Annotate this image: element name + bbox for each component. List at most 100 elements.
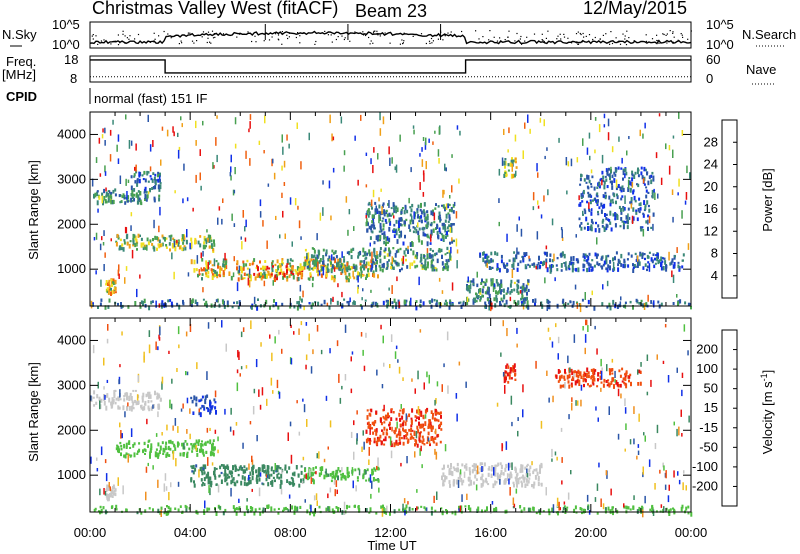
- heatmap-cell: [263, 271, 266, 276]
- noise-cell: [174, 190, 176, 194]
- heatmap-cell: [260, 267, 262, 270]
- heatmap-cell: [535, 511, 538, 515]
- noise-cell: [614, 215, 616, 221]
- heatmap-cell: [560, 385, 563, 388]
- noise-cell: [402, 377, 404, 381]
- heatmap-cell: [416, 208, 419, 211]
- heatmap-cell: [107, 495, 110, 500]
- heatmap-cell: [603, 228, 606, 232]
- noise-cell: [362, 349, 364, 356]
- heatmap-cell: [346, 504, 348, 510]
- heatmap-cell: [402, 422, 404, 427]
- heatmap-cell: [598, 263, 601, 266]
- noise-cell: [617, 433, 620, 440]
- noise-cell: [125, 178, 127, 186]
- noise-search-dot: [489, 30, 491, 32]
- noise-search-dot: [103, 39, 105, 41]
- noise-cell: [595, 406, 597, 411]
- heatmap-cell: [395, 209, 398, 214]
- velocity-colorbar-tick-label: 100: [696, 361, 718, 376]
- noise-cell: [642, 509, 644, 518]
- heatmap-cell: [365, 508, 368, 513]
- heatmap-cell: [219, 465, 222, 470]
- heatmap-cell: [298, 302, 300, 307]
- heatmap-cell: [440, 238, 443, 241]
- heatmap-cell: [420, 262, 423, 267]
- heatmap-cell: [403, 429, 406, 433]
- heatmap-cell: [540, 482, 543, 487]
- heatmap-cell: [687, 512, 690, 515]
- heatmap-cell: [446, 226, 449, 230]
- heatmap-cell: [195, 402, 198, 407]
- noise-search-dot: [677, 39, 679, 41]
- heatmap-cell: [196, 452, 199, 457]
- noise-cell: [546, 305, 548, 311]
- heatmap-cell: [504, 376, 506, 381]
- noise-cell: [344, 374, 347, 381]
- noise-cell: [383, 231, 385, 236]
- noise-cell: [689, 172, 691, 179]
- heatmap-cell: [126, 392, 129, 397]
- heatmap-cell: [516, 267, 519, 272]
- heatmap-cell: [611, 198, 614, 202]
- noise-search-dot: [599, 38, 601, 40]
- heatmap-cell: [405, 504, 408, 509]
- heatmap-cell: [135, 193, 138, 198]
- heatmap-cell: [206, 507, 209, 513]
- heatmap-cell: [398, 428, 401, 432]
- heatmap-cell: [287, 262, 289, 265]
- noise-search-dot: [541, 39, 543, 41]
- heatmap-cell: [418, 227, 421, 231]
- heatmap-cell: [372, 270, 375, 275]
- noise-cell: [108, 482, 110, 488]
- heatmap-cell: [503, 303, 506, 308]
- noise-cell: [206, 371, 208, 380]
- noise-search-dot: [581, 41, 583, 43]
- heatmap-cell: [587, 256, 590, 261]
- heatmap-cell: [357, 505, 360, 510]
- heatmap-cell: [136, 248, 138, 251]
- heatmap-cell: [152, 404, 155, 409]
- noise-cell: [198, 469, 200, 478]
- heatmap-cell: [445, 301, 448, 307]
- heatmap-cell: [539, 469, 541, 474]
- heatmap-cell: [343, 474, 346, 480]
- noise-search-dot: [594, 36, 596, 39]
- heatmap-cell: [119, 398, 122, 401]
- heatmap-cell: [558, 376, 561, 382]
- heatmap-cell: [612, 510, 614, 516]
- noise-search-dot: [201, 36, 203, 38]
- noise-cell: [498, 221, 500, 227]
- heatmap-cell: [485, 260, 488, 265]
- heatmap-cell: [374, 420, 377, 424]
- heatmap-cell: [339, 470, 342, 473]
- noise-cell: [329, 487, 332, 493]
- noise-cell: [681, 210, 683, 219]
- heatmap-cell: [365, 479, 368, 482]
- noise-cell: [377, 457, 379, 466]
- noise-cell: [90, 300, 93, 309]
- noise-cell: [325, 395, 328, 401]
- heatmap-cell: [211, 264, 214, 267]
- heatmap-cell: [665, 507, 668, 511]
- noise-cell: [517, 430, 519, 437]
- heatmap-cell: [571, 268, 574, 273]
- heatmap-cell: [399, 247, 402, 251]
- heatmap-cell: [164, 447, 167, 450]
- noise-cell: [149, 144, 152, 152]
- heatmap-cell: [132, 401, 135, 406]
- noise-cell: [240, 236, 242, 240]
- heatmap-cell: [597, 224, 600, 228]
- heatmap-cell: [117, 405, 120, 410]
- noise-cell: [245, 150, 247, 159]
- noise-cell: [421, 159, 424, 167]
- noise-cell: [499, 479, 501, 485]
- noise-search-dot: [496, 40, 499, 42]
- noise-cell: [444, 444, 447, 452]
- noise-cell: [189, 324, 192, 332]
- heatmap-cell: [193, 259, 196, 265]
- noise-cell: [506, 328, 508, 337]
- heatmap-cell: [526, 300, 529, 305]
- heatmap-cell: [256, 305, 259, 311]
- heatmap-cell: [300, 273, 303, 278]
